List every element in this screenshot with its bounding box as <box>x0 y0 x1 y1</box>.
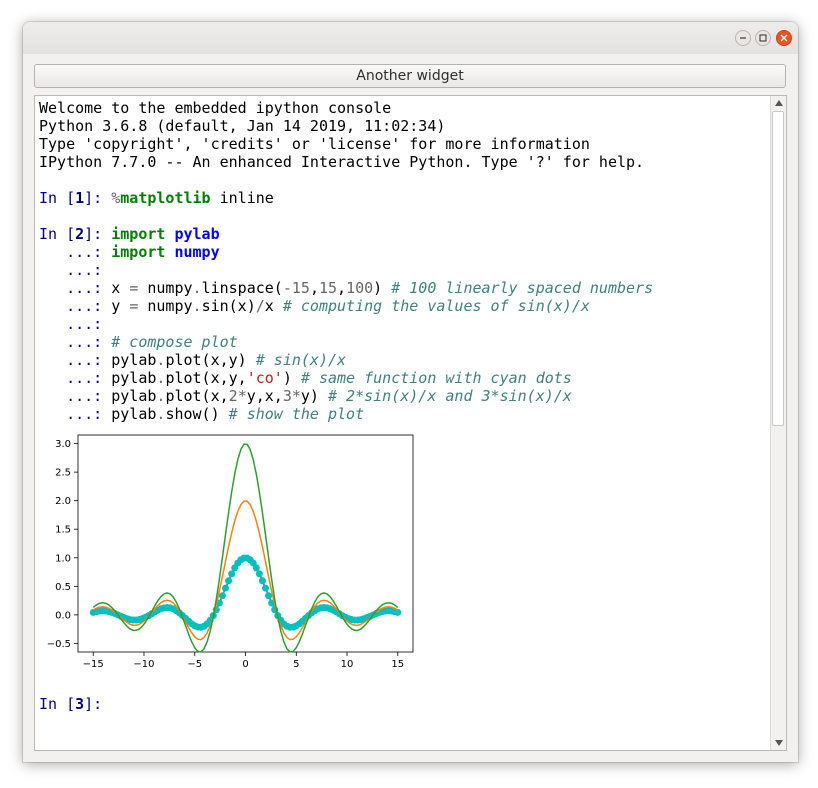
y-tick-label: 1.5 <box>55 525 71 536</box>
prompt-in: In [ <box>39 189 76 207</box>
maximize-icon <box>759 34 767 42</box>
continuation-line: ...: # compose plot <box>39 333 238 351</box>
inline-plot: −15 −10 −5 0 5 10 15 −0.5 0.0 0.5 1.0 1.5 2.0 2.5 3.0 <box>47 434 414 670</box>
data-point <box>255 570 263 578</box>
input-line-2: In [2]: import pylab <box>39 225 220 243</box>
continuation-line: ...: pylab.plot(x,y) # sin(x)/x <box>39 351 347 369</box>
y-tick-label: 3.0 <box>55 439 71 450</box>
y-tick-label: 1.0 <box>55 553 71 564</box>
continuation-line: ...: x = numpy.linspace(-15,15,100) # 10… <box>39 279 654 297</box>
minimize-button[interactable] <box>735 30 751 46</box>
prompt-number: 1 <box>75 189 85 207</box>
close-icon <box>780 34 788 42</box>
y-tick-label: 2.0 <box>55 496 71 507</box>
data-point <box>252 564 260 572</box>
banner-line: Type 'copyright', 'credits' or 'license'… <box>39 135 590 153</box>
app-window: Another widget Welcome to the embedded i… <box>23 22 798 762</box>
continuation-line: ...: pylab.plot(x,y,'co') # same functio… <box>39 369 572 387</box>
y-tick-label: 0.5 <box>55 582 71 593</box>
x-tick-label: −10 <box>133 659 154 670</box>
arrow-down-icon <box>774 740 783 746</box>
x-tick-label: −15 <box>83 659 104 670</box>
another-widget-button[interactable]: Another widget <box>34 64 786 88</box>
x-tick-label: 0 <box>242 659 248 670</box>
close-button[interactable] <box>776 30 792 46</box>
data-point <box>228 570 236 578</box>
input-line-1: In [1]: %matplotlib inline <box>39 189 274 207</box>
vertical-scrollbar[interactable] <box>770 96 786 750</box>
maximize-button[interactable] <box>755 30 771 46</box>
minimize-icon <box>740 37 746 39</box>
continuation-line: ...: pylab.show() # show the plot <box>39 405 365 423</box>
data-point <box>262 584 269 592</box>
data-point <box>265 592 273 600</box>
input-line-3[interactable]: In [3]: <box>39 695 112 713</box>
series-line <box>92 443 399 653</box>
title-bar[interactable] <box>23 22 798 54</box>
series-line <box>92 500 399 641</box>
continuation-line: ...: <box>39 261 112 279</box>
y-tick-label: 0.0 <box>55 610 71 621</box>
y-tick-label: −0.5 <box>47 639 71 650</box>
scrollbar-thumb[interactable] <box>772 111 784 426</box>
x-tick-label: −5 <box>187 659 202 670</box>
banner-line: Python 3.6.8 (default, Jan 14 2019, 11:0… <box>39 117 446 135</box>
arrow-up-icon <box>774 100 783 106</box>
y-tick-label: 2.5 <box>55 468 71 479</box>
scroll-down-button[interactable] <box>771 736 786 750</box>
data-point <box>225 577 233 585</box>
data-point <box>258 577 266 585</box>
data-point <box>218 592 226 600</box>
continuation-line: ...: y = numpy.sin(x)/x # computing the … <box>39 297 590 315</box>
x-tick-label: 15 <box>391 659 404 670</box>
console-output[interactable]: Welcome to the embedded ipython console … <box>39 99 772 749</box>
continuation-line: ...: import numpy <box>39 243 220 261</box>
prompt-in-suffix: ]: <box>84 189 112 207</box>
plot-axes-frame <box>77 434 414 653</box>
data-point <box>394 608 402 616</box>
banner-line: Welcome to the embedded ipython console <box>39 99 392 117</box>
continuation-line: ...: <box>39 315 112 333</box>
continuation-line: ...: pylab.plot(x,2*y,x,3*y) # 2*sin(x)/… <box>39 387 572 405</box>
data-point <box>222 584 229 592</box>
scroll-up-button[interactable] <box>771 96 786 110</box>
banner-line: IPython 7.7.0 -- An enhanced Interactive… <box>39 153 645 171</box>
x-tick-label: 5 <box>293 659 299 670</box>
ipython-console[interactable]: Welcome to the embedded ipython console … <box>34 95 787 751</box>
x-tick-label: 10 <box>341 659 354 670</box>
